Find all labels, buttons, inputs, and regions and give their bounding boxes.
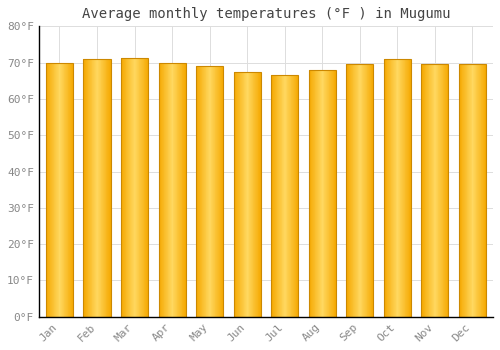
Bar <box>308 70 336 317</box>
Title: Average monthly temperatures (°F ) in Mugumu: Average monthly temperatures (°F ) in Mu… <box>82 7 450 21</box>
Bar <box>271 75 298 317</box>
Bar <box>346 64 374 317</box>
Bar <box>84 59 110 317</box>
Bar <box>459 64 486 317</box>
Bar <box>158 63 186 317</box>
Bar <box>196 66 223 317</box>
Bar <box>422 64 448 317</box>
Bar <box>121 58 148 317</box>
Bar <box>384 59 411 317</box>
Bar <box>234 72 260 317</box>
Bar <box>46 63 73 317</box>
